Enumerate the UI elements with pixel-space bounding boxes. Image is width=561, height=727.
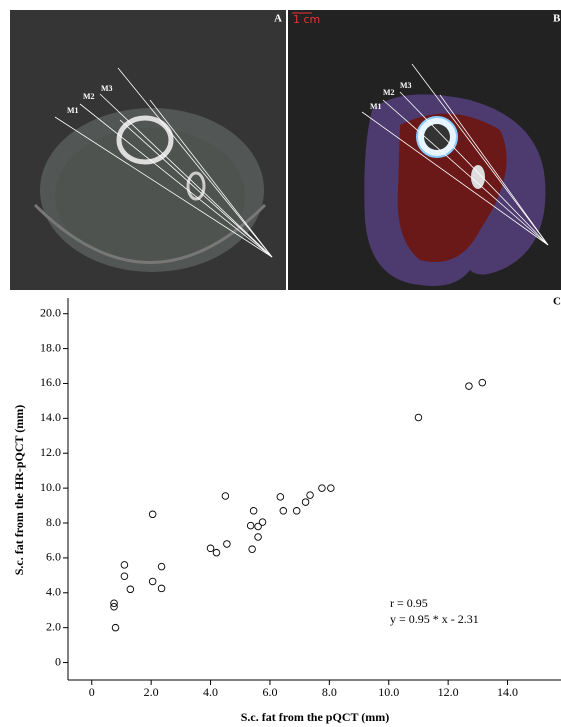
x-axis-title: S.c. fat from the pQCT (mm) [241, 710, 390, 724]
y-tick-label: 6.0 [46, 550, 61, 564]
y-tick-label: 14.0 [40, 410, 61, 424]
panel-label: A [274, 13, 282, 25]
point [222, 493, 229, 500]
y-tick-label: 10.0 [40, 480, 61, 494]
x-tick-label: 12.0 [438, 685, 459, 699]
point [307, 492, 314, 499]
marker-label: M2 [383, 88, 395, 97]
point [149, 578, 156, 585]
y-tick-label: 4.0 [46, 585, 61, 599]
point [319, 485, 326, 492]
x-tick-label: 0 [89, 685, 95, 699]
annotation: y = 0.95 * x - 2.31 [390, 612, 479, 626]
scale-bar: 1 cm [293, 13, 320, 26]
point [247, 522, 254, 529]
y-tick-label: 20.0 [40, 305, 61, 319]
y-tick-label: 12.0 [40, 445, 61, 459]
x-tick-label: 8.0 [322, 685, 337, 699]
y-tick-label: 8.0 [46, 515, 61, 529]
point [280, 508, 287, 515]
point [255, 534, 262, 541]
point [207, 545, 214, 552]
point [293, 508, 300, 515]
x-tick-label: 2.0 [144, 685, 159, 699]
panel-a: M1 M2 M3 A [10, 10, 286, 290]
x-tick-label: 4.0 [203, 685, 218, 699]
point [328, 485, 335, 492]
point [224, 541, 231, 548]
point [250, 508, 257, 515]
point [158, 563, 165, 570]
annotation: r = 0.95 [390, 596, 428, 610]
figure: M1 M2 M3 A M1 M2 M3 1 cm B C S.c. fat fr… [0, 0, 561, 727]
y-tick-label: 18.0 [40, 340, 61, 354]
point [259, 519, 266, 526]
marker-label: M1 [370, 102, 382, 111]
point [127, 586, 134, 593]
point [415, 414, 422, 421]
marker-label: M1 [67, 106, 79, 115]
point [121, 573, 128, 580]
x-tick-label: 14.0 [497, 685, 518, 699]
x-tick-label: 10.0 [378, 685, 399, 699]
x-tick-label: 6.0 [262, 685, 277, 699]
point [277, 494, 284, 501]
point [466, 383, 473, 390]
y-tick-label: 16.0 [40, 375, 61, 389]
panel-label: B [553, 13, 561, 25]
y-tick-label: 2.0 [46, 619, 61, 633]
point [249, 546, 256, 553]
scatter-plot: C S.c. fat from the pQCT (mm) S.c. fat f… [12, 296, 561, 724]
panel-b: M1 M2 M3 1 cm B [288, 10, 561, 290]
marker-label: M2 [83, 92, 95, 101]
point [158, 585, 165, 592]
point [302, 499, 309, 506]
point [479, 379, 486, 386]
marker-label: M3 [101, 84, 113, 93]
y-tick-label: 0 [55, 654, 61, 668]
point [121, 562, 128, 569]
panel-label: C [553, 296, 561, 308]
y-axis-title: S.c. fat from the HR-pQCT (mm) [12, 405, 26, 576]
point [213, 549, 220, 556]
point [112, 624, 119, 631]
marker-label: M3 [400, 81, 412, 90]
point [149, 511, 156, 518]
